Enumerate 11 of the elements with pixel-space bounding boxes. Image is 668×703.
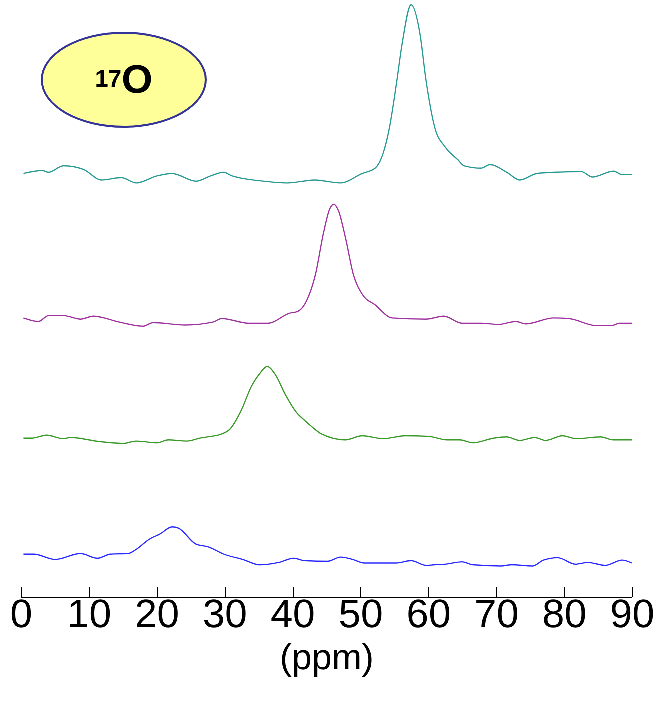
- x-tick-label: 30: [202, 592, 248, 636]
- x-axis-title: (ppm): [280, 636, 374, 678]
- x-tick-label: 40: [270, 592, 316, 636]
- x-tick-label: 10: [67, 592, 112, 636]
- x-tick-label: 60: [406, 592, 452, 636]
- x-tick-label: 50: [338, 592, 384, 636]
- x-tick-label: 0: [10, 592, 33, 636]
- x-tick-label: 80: [542, 592, 587, 636]
- x-tick-label: 90: [610, 592, 655, 636]
- x-tick-label: 20: [135, 592, 180, 636]
- x-tick-label: 70: [474, 592, 519, 636]
